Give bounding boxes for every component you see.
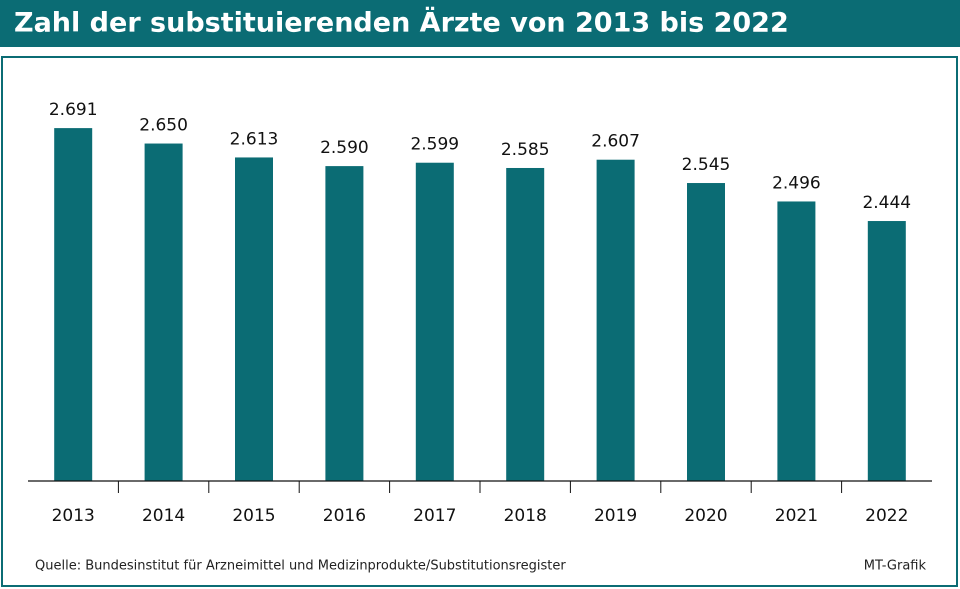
value-label: 2.496 — [772, 173, 821, 193]
bar — [506, 167, 545, 481]
x-tick-label: 2016 — [323, 506, 366, 526]
bar — [235, 157, 273, 482]
value-label: 2.613 — [230, 129, 279, 149]
bar — [777, 201, 816, 481]
bar — [144, 143, 183, 481]
value-label: 2.691 — [49, 100, 98, 120]
x-tick-label: 2019 — [594, 506, 637, 526]
x-tick-label: 2022 — [865, 506, 908, 526]
x-tick-label: 2021 — [775, 506, 818, 526]
value-label: 2.585 — [501, 140, 550, 160]
x-tick-label: 2018 — [504, 506, 547, 526]
bar — [54, 128, 93, 481]
chart-title: Zahl der substituierenden Ärzte von 2013… — [14, 7, 789, 39]
x-tick-label: 2013 — [52, 506, 95, 526]
bar — [325, 166, 364, 481]
x-tick-label: 2015 — [232, 506, 275, 526]
value-label: 2.607 — [591, 132, 640, 152]
x-tick-label: 2020 — [684, 506, 727, 526]
value-label: 2.590 — [320, 138, 369, 158]
bar — [867, 221, 906, 482]
value-label: 2.599 — [410, 135, 459, 155]
x-tick-label: 2017 — [413, 506, 456, 526]
bar — [596, 159, 635, 481]
x-tick-label: 2014 — [142, 506, 185, 526]
value-label: 2.545 — [682, 155, 731, 175]
value-label: 2.444 — [862, 193, 911, 213]
bar — [415, 162, 454, 481]
title-bar — [0, 0, 960, 47]
credit: MT-Grafik — [864, 559, 927, 574]
bar — [687, 183, 725, 481]
chart-frame — [1, 56, 958, 587]
source-note: Quelle: Bundesinstitut für Arzneimittel … — [35, 559, 566, 574]
value-label: 2.650 — [139, 116, 188, 136]
